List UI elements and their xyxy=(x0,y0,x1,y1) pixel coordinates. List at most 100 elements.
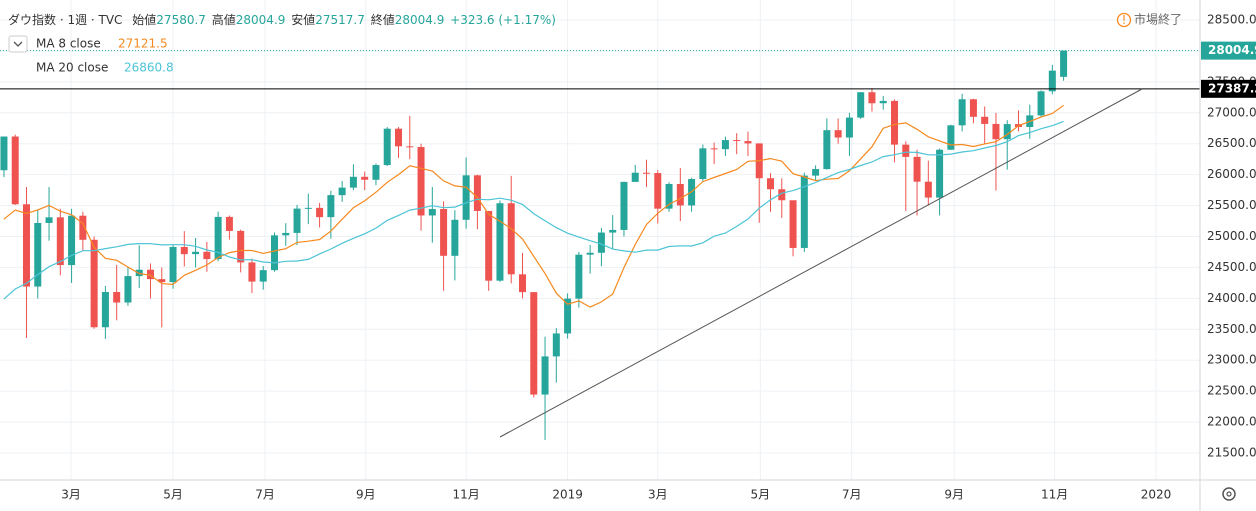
candle-body xyxy=(958,99,966,126)
candle-body xyxy=(879,100,887,104)
candle-body xyxy=(11,136,19,205)
y-tick-label: 25000.0 xyxy=(1207,229,1256,243)
y-tick-label: 26500.0 xyxy=(1207,136,1256,150)
gear-ring xyxy=(1222,487,1236,501)
candle-body xyxy=(417,146,425,216)
candle-body xyxy=(733,140,741,142)
candle-body xyxy=(744,141,752,144)
candle-body xyxy=(496,203,504,281)
candle-body xyxy=(68,215,76,266)
y-tick-label: 24500.0 xyxy=(1207,260,1256,274)
chevron-icon xyxy=(13,41,23,47)
y-tick-label: 22500.0 xyxy=(1207,384,1256,398)
candle-body xyxy=(620,181,628,230)
ohlc-value: 27580.7 xyxy=(156,13,206,27)
candle-body xyxy=(676,183,684,206)
collapse-button[interactable] xyxy=(8,35,28,53)
candle-body xyxy=(79,215,87,240)
candle-body xyxy=(101,291,109,328)
trend-line xyxy=(499,88,1143,438)
y-tick-label: 28500.0 xyxy=(1207,12,1256,26)
candle-body xyxy=(124,276,132,303)
candle-body xyxy=(891,100,899,145)
candle-body xyxy=(800,175,808,248)
candle-body xyxy=(372,165,380,180)
candle-body xyxy=(586,252,594,255)
x-tick-label: 11月 xyxy=(1041,488,1068,502)
change: +323.6 (+1.17%) xyxy=(450,13,556,27)
candle-body xyxy=(507,203,515,275)
candle-body xyxy=(22,204,30,287)
settings-icon[interactable] xyxy=(1222,487,1236,501)
candle-body xyxy=(857,92,865,118)
candle-body xyxy=(665,183,673,209)
level-badge xyxy=(1201,79,1256,98)
candle-body xyxy=(924,181,932,198)
x-tick-label: 9月 xyxy=(356,488,376,502)
candle-body xyxy=(1060,50,1068,77)
candle-body xyxy=(1048,70,1056,92)
candle-body xyxy=(383,128,391,166)
y-tick-label: 27000.0 xyxy=(1207,105,1256,119)
candle-body xyxy=(868,92,876,104)
candle-body xyxy=(293,208,301,233)
ohlc-label: 終値 xyxy=(371,12,395,27)
candle-body xyxy=(440,209,448,256)
y-tick-label: 22000.0 xyxy=(1207,415,1256,429)
level-label: 27387.2 xyxy=(1208,81,1256,95)
legend-label: MA 8 close xyxy=(36,37,101,51)
candle-body xyxy=(45,217,53,223)
y-tick-label: 23500.0 xyxy=(1207,322,1256,336)
candle-body xyxy=(1003,124,1011,140)
candle-body xyxy=(428,209,436,216)
ohlc-value: 28004.9 xyxy=(236,13,286,27)
x-tick-label: 11月 xyxy=(452,488,479,502)
candle-body xyxy=(237,230,245,263)
legend-value: 27121.5 xyxy=(118,37,168,51)
plot xyxy=(0,50,1200,440)
y-tick-label: 26000.0 xyxy=(1207,167,1256,181)
candle-body xyxy=(530,292,538,395)
candle-body xyxy=(767,178,775,190)
ohlc-label: 高値 xyxy=(212,12,236,27)
candle-body xyxy=(597,232,605,253)
candle-body xyxy=(834,130,842,138)
candle-body xyxy=(214,216,222,260)
candle-body xyxy=(609,229,617,233)
candle-body xyxy=(913,156,921,182)
market-status: 市場終了 xyxy=(1134,12,1182,27)
candle-body xyxy=(270,235,278,271)
candle-body xyxy=(282,232,290,236)
candle-body xyxy=(316,207,324,218)
candle-body xyxy=(338,187,346,196)
x-tick-label: 5月 xyxy=(163,488,183,502)
candle-body xyxy=(981,116,989,124)
legend-value: 26860.8 xyxy=(124,61,174,75)
candle-body xyxy=(146,269,154,280)
x-tick-label: 5月 xyxy=(751,488,771,502)
candle-body xyxy=(406,146,414,148)
candle-body xyxy=(642,172,651,174)
candle-body xyxy=(845,117,853,138)
candle-body xyxy=(1037,91,1045,116)
candle-body xyxy=(812,169,820,176)
legend-label: MA 20 close xyxy=(36,61,108,75)
candle-body xyxy=(113,291,121,303)
candle-body xyxy=(721,140,729,150)
candle-body xyxy=(631,172,639,182)
ma-line xyxy=(3,104,1064,308)
candle-body xyxy=(158,279,166,283)
candle-body xyxy=(90,239,98,328)
candle-body xyxy=(902,144,910,157)
candle-body xyxy=(462,175,470,220)
candle-body xyxy=(34,222,42,287)
candle-body xyxy=(654,173,662,209)
candle-body xyxy=(947,125,955,150)
candle-body xyxy=(192,251,200,255)
x-tick-label: 7月 xyxy=(255,488,275,502)
candle-body xyxy=(349,176,357,188)
candle-body xyxy=(992,123,1000,140)
candle-body xyxy=(473,175,481,211)
x-tick-label: 3月 xyxy=(61,488,81,502)
candle-body xyxy=(789,200,797,248)
